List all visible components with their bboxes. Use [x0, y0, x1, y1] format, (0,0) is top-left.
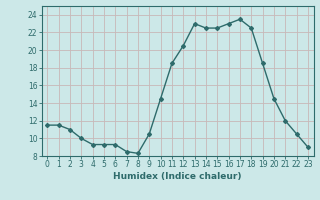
X-axis label: Humidex (Indice chaleur): Humidex (Indice chaleur) — [113, 172, 242, 181]
